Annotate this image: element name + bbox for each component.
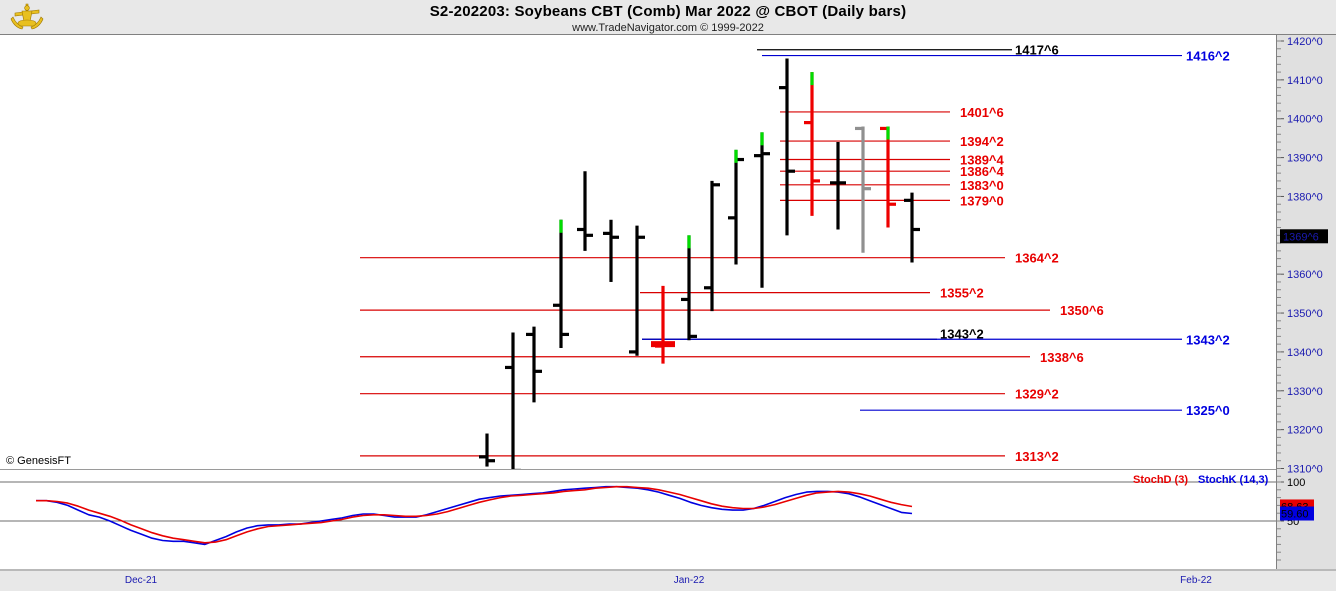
price-level-label: 1394^2	[960, 134, 1004, 149]
price-level-label: 1350^6	[1060, 303, 1104, 318]
date-axis: Dec-21 Jan-22 Feb-22	[0, 569, 1336, 591]
ohlc-bar	[855, 126, 871, 253]
ohlc-bar	[681, 235, 697, 341]
current-price-marker: 1369^6	[1280, 229, 1328, 244]
ohlc-bar	[779, 58, 795, 236]
ohlc-bar	[655, 285, 671, 364]
page-title: S2-202203: Soybeans CBT (Comb) Mar 2022 …	[429, 3, 907, 20]
price-level-label: 1386^4	[960, 164, 1005, 179]
ohlc-bar	[904, 192, 920, 263]
price-axis-svg: 1420^0 1410^0 1400^0 1390^0 1380^0 1360^0 1350…	[1277, 36, 1328, 561]
price-level-label: 1329^2	[1015, 387, 1059, 402]
ohlc-bar	[704, 180, 720, 312]
price-axis-tick-label: 1330^0	[1287, 386, 1323, 398]
date-axis-tick-label: Jan-22	[674, 575, 705, 586]
price-plot-panel[interactable]: 1401^6 1394^2 1389^4 1386^4 1383^0 1379^0 1364…	[0, 34, 1277, 470]
date-axis-tick-label: Feb-22	[1180, 575, 1212, 586]
genesis-watermark: © GenesisFT	[6, 455, 71, 467]
price-axis-tick-label: 1360^0	[1287, 269, 1323, 281]
price-level-label: 1343^2	[1186, 332, 1230, 347]
price-level-label: 1417^6	[1015, 43, 1059, 58]
stochastic-svg: StochD (3) StochK (14,3)	[0, 474, 1276, 546]
price-level-label: 1325^0	[1186, 403, 1230, 418]
stoch-legend-item: StochD (3)	[1133, 474, 1188, 486]
price-level-label: 1343^2	[940, 326, 984, 341]
price-level-label: 1313^2	[1015, 449, 1059, 464]
chart-header: S2-202203: Soybeans CBT (Comb) Mar 2022 …	[0, 0, 1336, 34]
current-price-label: 1369^6	[1283, 231, 1319, 243]
stoch-k-line	[36, 485, 913, 546]
ohlc-bar	[629, 225, 645, 356]
stoch-k-value-label: 59.60	[1281, 509, 1309, 521]
price-level-label: 1364^2	[1015, 251, 1059, 266]
price-axis-tick-label: 1310^0	[1287, 464, 1323, 476]
stoch-k-value-marker: 59.60	[1280, 506, 1314, 521]
price-level-label: 1401^6	[960, 105, 1004, 120]
date-axis-svg: Dec-21 Jan-22 Feb-22	[0, 569, 1336, 586]
price-axis-tick-label: 1320^0	[1287, 425, 1323, 437]
ohlc-bar	[804, 72, 820, 216]
price-level-label: 1355^2	[940, 286, 984, 301]
date-axis-tick-label: Dec-21	[125, 575, 158, 586]
genesis-trade-navigator-logo	[10, 3, 44, 30]
price-level-label: 1416^2	[1186, 49, 1230, 64]
price-level-label: 1379^0	[960, 193, 1004, 208]
price-axis-tick-label: 1420^0	[1287, 36, 1323, 48]
price-axis-tick-label: 1340^0	[1287, 347, 1323, 359]
ohlc-bar	[830, 142, 846, 230]
stoch-d-line	[36, 485, 913, 544]
price-axis-tick-label: 1400^0	[1287, 114, 1323, 126]
ohlc-bar	[479, 433, 495, 467]
stoch-legend-item: StochK (14,3)	[1198, 474, 1269, 486]
ohlc-bar	[553, 219, 569, 349]
price-axis[interactable]: 1420^0 1410^0 1400^0 1390^0 1380^0 1360^0 1350…	[1276, 34, 1336, 570]
price-axis-tick-label: 1350^0	[1287, 308, 1323, 320]
ohlc-bar	[603, 219, 619, 282]
ohlc-bar	[754, 132, 770, 288]
ohlc-bar	[880, 126, 896, 228]
price-axis-tick-label: 1390^0	[1287, 153, 1323, 165]
ohlc-bar	[505, 332, 521, 469]
ohlc-bar	[577, 171, 593, 251]
ohlc-bar	[728, 149, 744, 265]
price-level-label: 1338^6	[1040, 350, 1084, 365]
price-axis-tick-label: 1380^0	[1287, 191, 1323, 203]
header-subtitle: www.TradeNavigator.com © 1999-2022	[572, 22, 764, 34]
price-level-label: 1383^0	[960, 178, 1004, 193]
price-axis-tick-label: 1410^0	[1287, 75, 1323, 87]
stochastic-panel[interactable]: StochD (3) StochK (14,3)	[0, 469, 1277, 570]
ohlc-bar	[526, 326, 542, 403]
stoch-axis-tick-label: 100	[1287, 477, 1305, 489]
price-level-label: 1389^4	[960, 153, 1005, 168]
